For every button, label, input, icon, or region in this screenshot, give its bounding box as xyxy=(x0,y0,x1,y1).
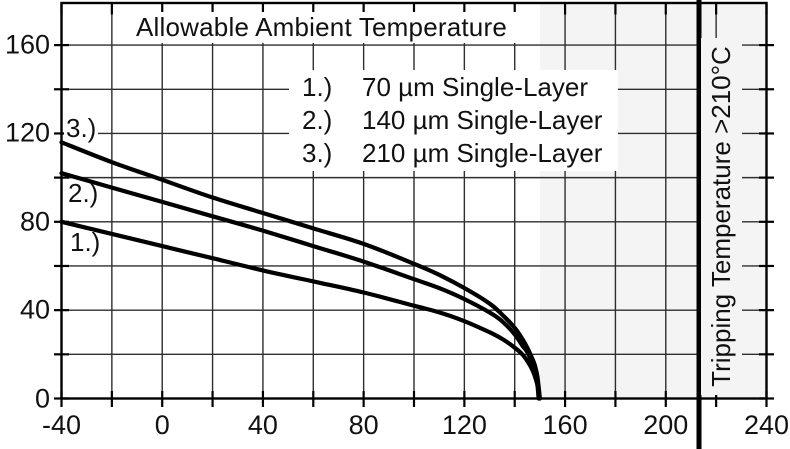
x-axis-label: 120 xyxy=(441,410,487,440)
chart-title: Allowable Ambient Temperature xyxy=(123,12,520,43)
curve-1-70 xyxy=(59,219,541,401)
legend-label: 140 µm Single-Layer xyxy=(362,105,603,135)
legend-label: 210 µm Single-Layer xyxy=(362,138,603,168)
x-axis-label: -40 xyxy=(41,410,82,440)
curve-3-210 xyxy=(59,140,542,401)
y-axis-label: 80 xyxy=(19,206,50,237)
legend-row: 2.) 140 µm Single-Layer xyxy=(289,104,618,137)
x-axis-label: 40 xyxy=(247,410,278,440)
x-axis-label: 160 xyxy=(542,410,588,440)
plot-frame xyxy=(60,1,768,400)
legend-row: 1.) 70 µm Single-Layer xyxy=(289,71,618,104)
y-axis-label: 160 xyxy=(4,29,50,60)
curve-annotation: 3.) xyxy=(64,113,99,143)
curve-annotation: 1.) xyxy=(70,227,101,257)
legend-marker: 3.) xyxy=(302,138,333,168)
legend-marker: 1.) xyxy=(302,72,333,102)
y-axis-label: 40 xyxy=(19,294,50,325)
legend-label: 70 µm Single-Layer xyxy=(362,72,588,102)
x-axis-label: 0 xyxy=(154,410,170,440)
y-axis-label: 120 xyxy=(4,117,50,148)
x-axis-label: 200 xyxy=(643,410,689,440)
x-axis-label: 240 xyxy=(743,410,790,440)
legend-marker: 2.) xyxy=(302,105,333,135)
curve-annotation: 2.) xyxy=(68,178,99,208)
curve-2-140 xyxy=(59,171,542,401)
legend-box: 1.) 70 µm Single-Layer 2.) 140 µm Single-La… xyxy=(289,70,618,171)
legend-row: 3.) 210 µm Single-Layer xyxy=(289,137,618,170)
x-axis-label: 80 xyxy=(348,410,379,440)
tripping-temperature-label: Tripping Temperature >210°C xyxy=(701,38,742,395)
y-axis-label: 0 xyxy=(34,383,50,413)
